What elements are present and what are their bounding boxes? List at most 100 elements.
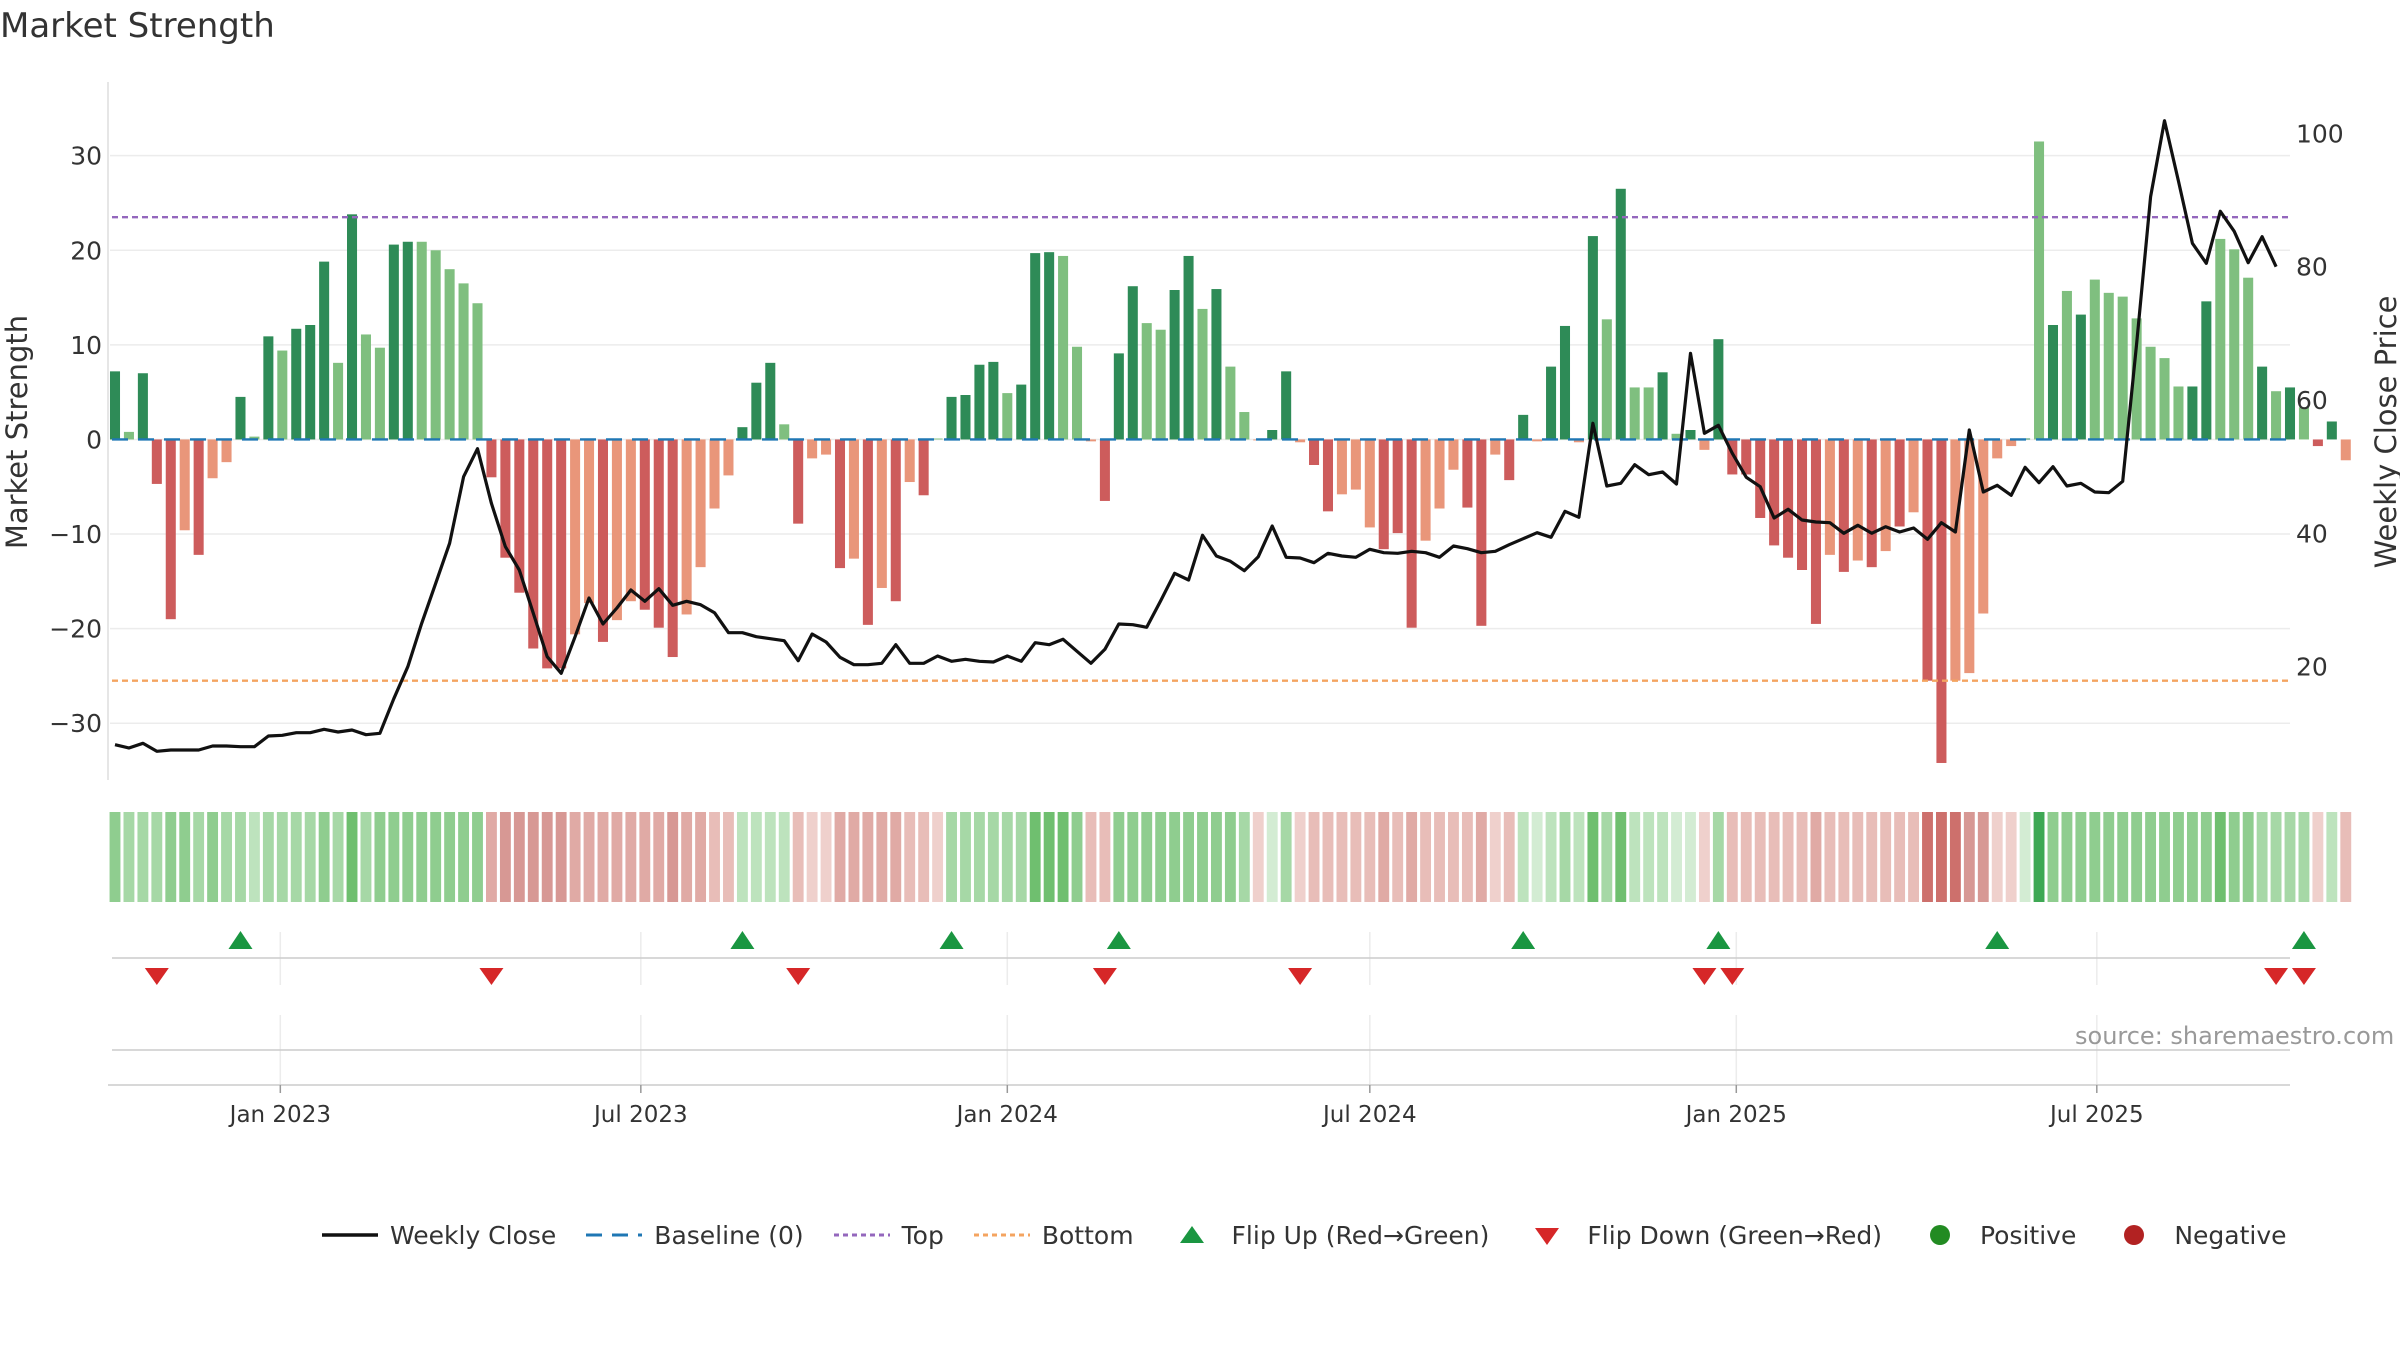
strength-bar: [165, 439, 176, 620]
strip-cell: [792, 812, 804, 902]
strip-cell: [1029, 812, 1041, 902]
dashed-line-icon: [586, 1233, 643, 1237]
strip-cell: [1434, 812, 1445, 902]
reference-lines: [112, 215, 2290, 682]
strength-bar: [1336, 439, 1347, 495]
strip-cell: [723, 812, 734, 902]
strength-bar: [1504, 439, 1515, 481]
strength-bar: [1643, 387, 1654, 440]
strength-bar: [918, 439, 929, 496]
strength-bar: [1685, 430, 1696, 440]
strip-cell: [374, 812, 386, 902]
strength-bar: [1183, 255, 1194, 440]
strip-cell: [681, 812, 693, 902]
strip-cell: [1406, 812, 1418, 902]
strip-cell: [555, 812, 567, 902]
flip-down-marker: [1720, 968, 1745, 985]
strength-bar: [1769, 439, 1780, 546]
strip-cell: [946, 812, 957, 902]
strip-cell: [2312, 812, 2324, 902]
strength-bar: [932, 438, 943, 440]
strip-cell: [848, 812, 860, 902]
strip-cell: [1336, 812, 1348, 902]
strength-bar: [848, 439, 859, 559]
strip-cell: [1963, 812, 1975, 902]
y-left-tick-label: −10: [49, 520, 102, 549]
strength-bar: [2284, 387, 2296, 440]
strip-cell: [1294, 812, 1306, 902]
strength-bar: [1462, 439, 1473, 508]
strip-cell: [1615, 812, 1627, 902]
strength-bar: [1016, 384, 1027, 440]
strip-cell: [2284, 812, 2296, 902]
strip-cell: [2256, 812, 2268, 902]
strip-cell: [1740, 812, 1752, 902]
strength-bar: [1852, 439, 1863, 561]
strip-cell: [193, 812, 205, 902]
strength-bar: [1810, 439, 1821, 624]
strip-cell: [987, 812, 999, 902]
strip-cell: [876, 812, 888, 902]
strength-bar: [2047, 325, 2058, 440]
flip-up-marker: [939, 931, 964, 949]
strip-cell: [2270, 812, 2282, 902]
strip-cell: [1001, 812, 1013, 902]
strip-cell: [248, 812, 260, 902]
strength-bar: [430, 250, 441, 440]
strip-cell: [1712, 812, 1724, 902]
strength-bar: [1378, 439, 1389, 550]
strip-cell: [1489, 812, 1501, 902]
strength-bar: [1964, 439, 1975, 674]
strength-bar: [514, 439, 525, 593]
strength-bar: [2159, 358, 2170, 440]
strip-cell: [1782, 812, 1794, 902]
strip-cell: [764, 812, 776, 902]
strip-cell: [904, 812, 916, 902]
strip-cell: [1197, 812, 1208, 902]
legend-label: Weekly Close: [390, 1220, 557, 1250]
strip-cell: [1768, 812, 1780, 902]
strength-bar: [2271, 391, 2282, 440]
strength-heat-strip: [109, 812, 2352, 902]
strip-cell: [1517, 812, 1529, 902]
strip-cell: [346, 812, 358, 902]
strip-cell: [472, 812, 483, 902]
y-left-tick-label: 10: [70, 331, 102, 360]
strip-cell: [695, 812, 707, 902]
flip-down-marker: [1288, 968, 1313, 985]
strength-bar: [1030, 253, 1041, 440]
strip-cell: [2019, 812, 2031, 902]
strip-cell: [1894, 812, 1906, 902]
strip-cell: [1392, 812, 1404, 902]
strength-bar: [221, 439, 232, 463]
flip-down-marker: [2264, 968, 2289, 985]
strip-cell: [918, 812, 930, 902]
strength-bar: [2103, 292, 2114, 440]
strength-bar: [1908, 439, 1919, 513]
strip-cell: [2103, 812, 2115, 902]
y-left-tick-label: −30: [49, 709, 102, 738]
y-right-axis-title: Weekly Close Price: [2369, 296, 2400, 569]
strip-cell: [1378, 812, 1390, 902]
strength-bar: [1866, 439, 1877, 568]
legend-item: Top: [832, 1220, 944, 1250]
strip-cell: [2089, 812, 2101, 902]
strip-cell: [1573, 812, 1585, 902]
strip-cell: [1280, 812, 1292, 902]
strip-cell: [262, 812, 274, 902]
strength-bar: [1713, 339, 1724, 440]
strip-cell: [1448, 812, 1459, 902]
strength-bar: [1392, 439, 1403, 534]
strip-cell: [736, 812, 748, 902]
strength-bar: [1169, 290, 1180, 440]
strength-bar: [821, 439, 832, 455]
strength-bar: [1058, 255, 1069, 440]
triangle-up-icon: [1179, 1226, 1204, 1243]
strength-bar: [416, 241, 427, 440]
strength-bar: [1309, 439, 1320, 465]
strength-bar: [1615, 188, 1626, 440]
legend-label: Top: [901, 1220, 944, 1250]
strength-bar: [2257, 366, 2268, 440]
strip-cell: [1824, 812, 1836, 902]
strength-bar: [263, 336, 274, 440]
